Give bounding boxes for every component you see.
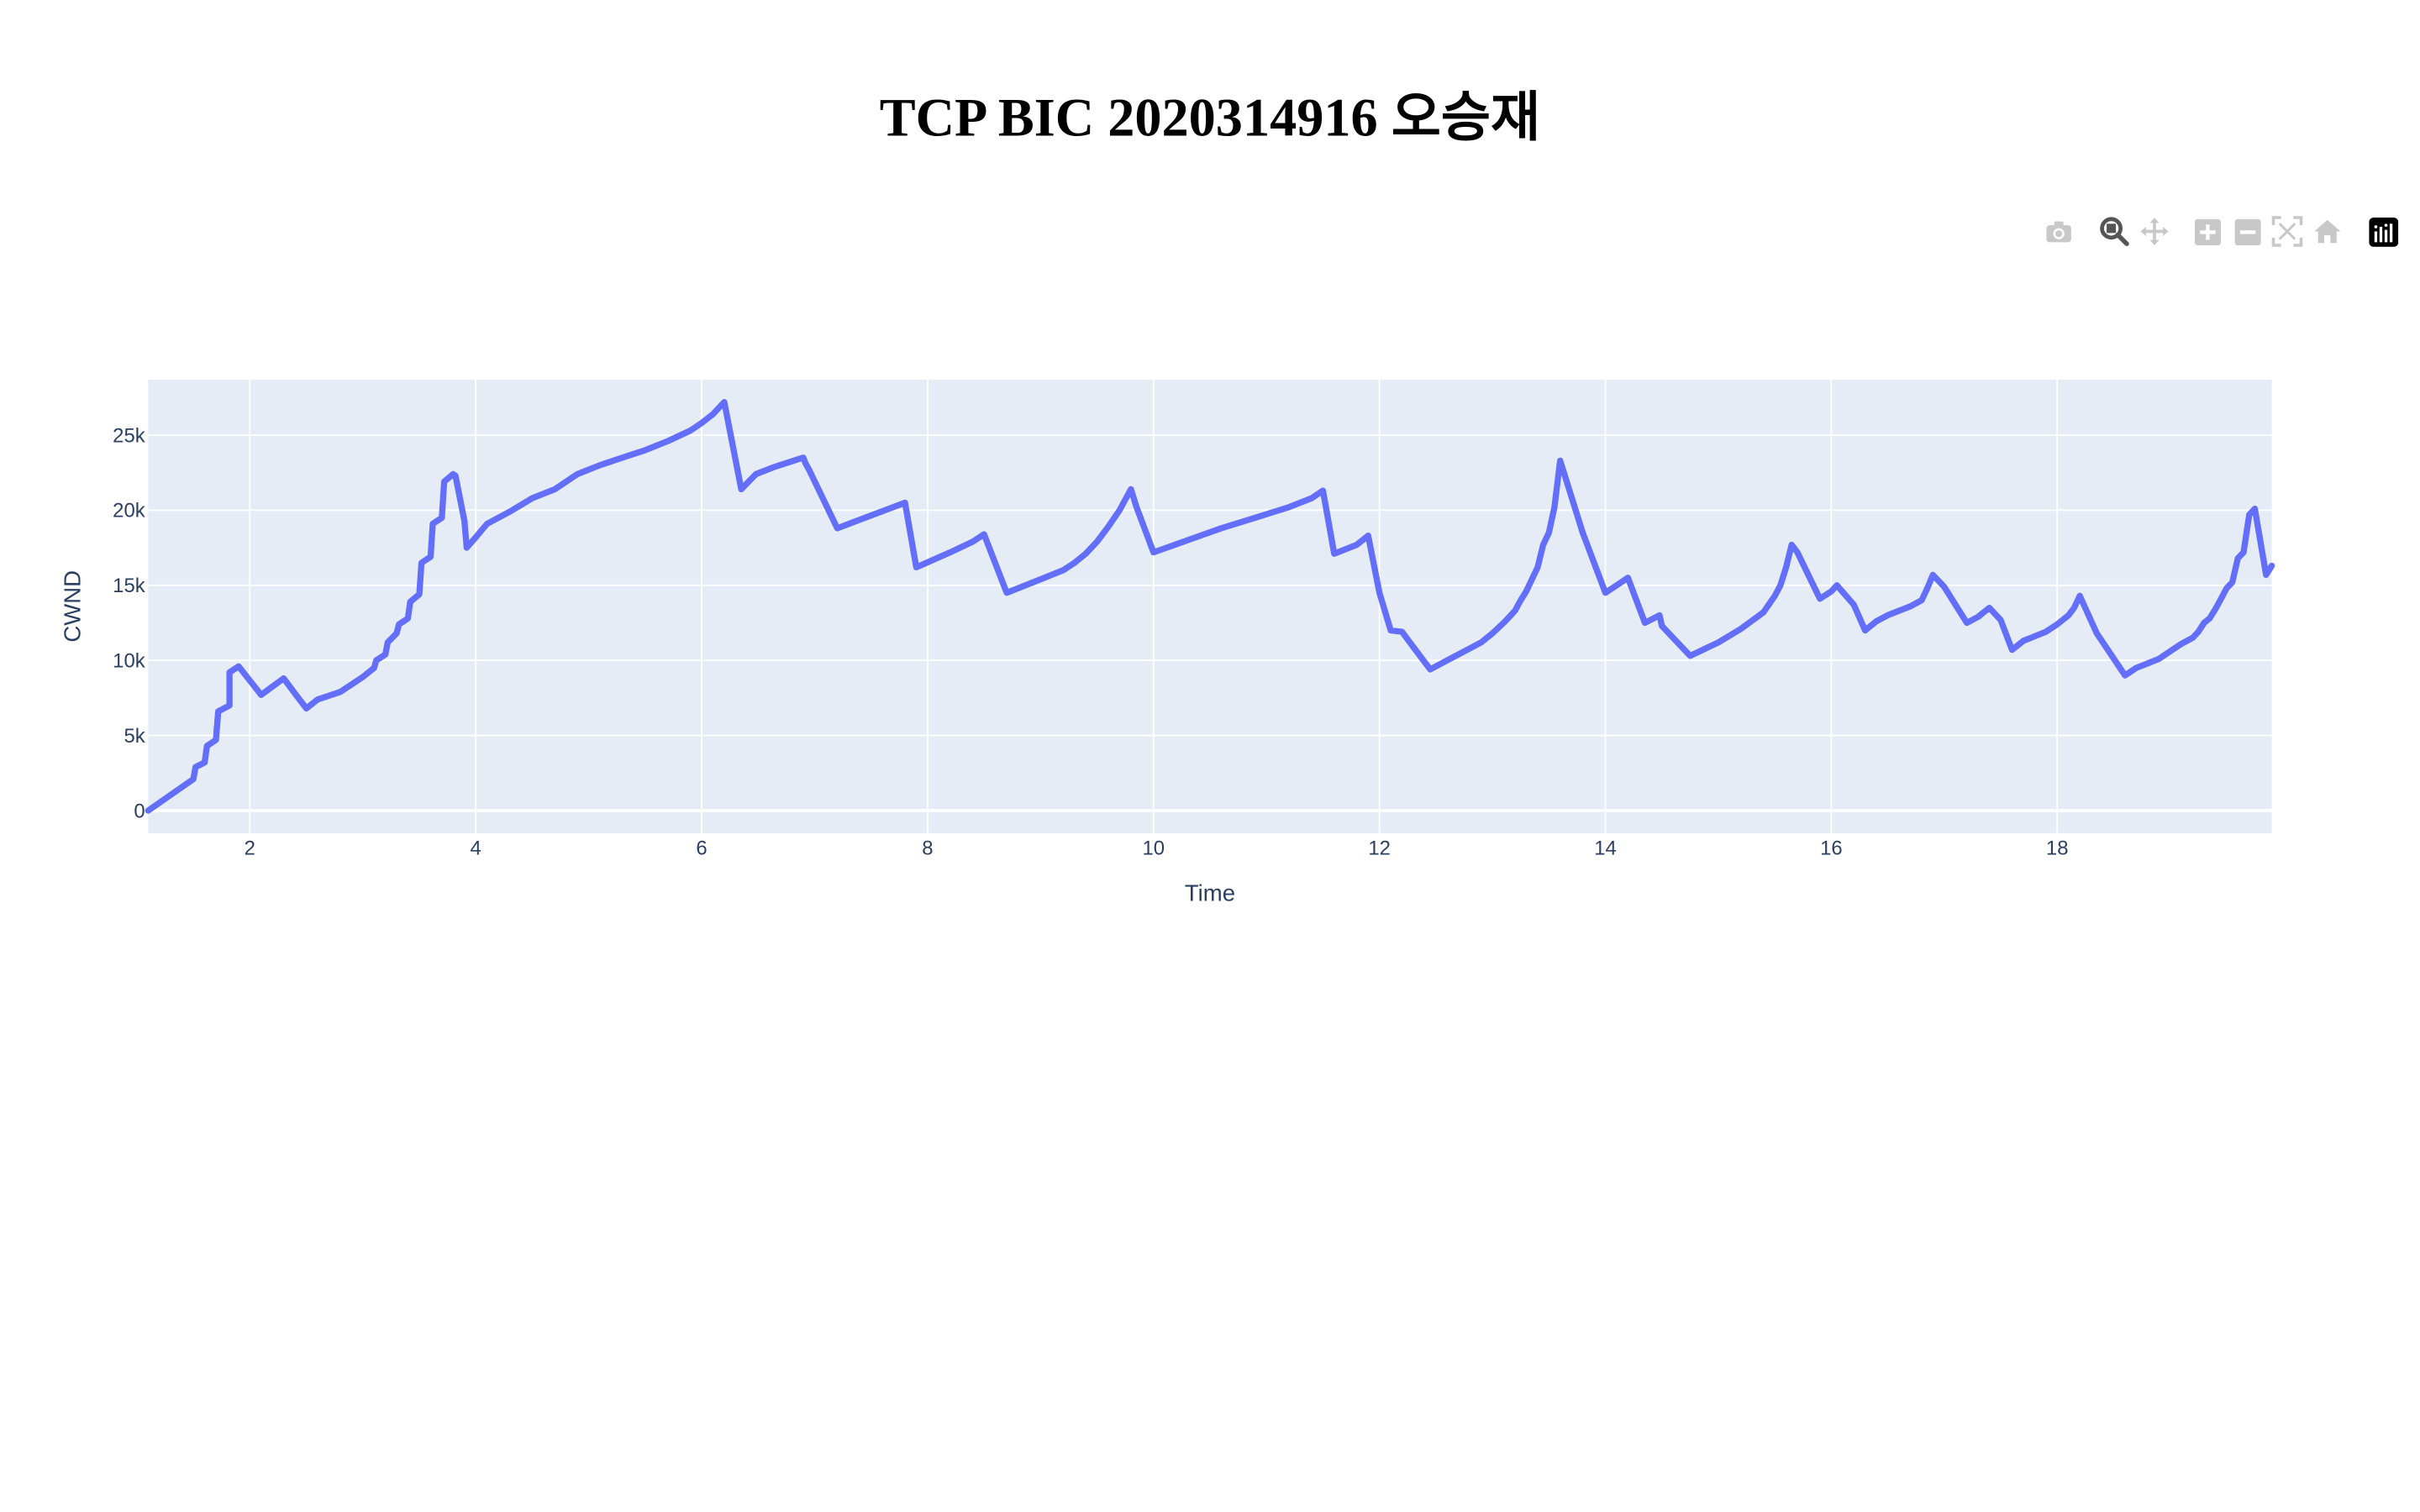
plot-area[interactable] (148, 379, 2272, 833)
zoom-icon (2100, 217, 2129, 246)
zoom-out-icon (2233, 218, 2260, 245)
zoom-out-button[interactable] (2228, 213, 2265, 249)
plotly-logo-button[interactable] (2365, 213, 2402, 249)
y-tick-label: 15k (113, 575, 145, 597)
x-tick-label: 8 (922, 837, 933, 860)
home-icon (2314, 219, 2341, 244)
autoscale-button[interactable] (2269, 213, 2306, 249)
cwnd-series-line[interactable] (145, 398, 2275, 814)
y-tick-labels: 0 5k 10k 15k 20k 25k (113, 424, 145, 822)
autoscale-icon (2271, 216, 2303, 247)
x-tick-label: 14 (1594, 837, 1617, 860)
y-tick-label: 25k (113, 424, 145, 447)
zoom-in-icon (2193, 218, 2221, 245)
x-tick-labels: 2 4 6 8 10 12 14 16 18 (245, 837, 2069, 860)
x-tick-label: 6 (696, 837, 707, 860)
zoom-button[interactable] (2096, 213, 2133, 249)
x-tick-label: 2 (245, 837, 255, 860)
download-png-button[interactable] (2040, 213, 2077, 249)
x-axis-title: Time (1185, 880, 1235, 906)
x-tick-label: 16 (1820, 837, 1843, 860)
x-tick-label: 10 (1142, 837, 1165, 860)
series-layer (145, 398, 2275, 814)
x-gridlines (249, 379, 2059, 833)
plotly-logo-icon (2368, 217, 2398, 246)
y-tick-label: 0 (134, 800, 145, 822)
x-tick-label: 4 (471, 837, 481, 860)
reset-axes-button[interactable] (2309, 213, 2346, 249)
x-tick-label: 18 (2046, 837, 2069, 860)
pan-button[interactable] (2136, 213, 2173, 249)
chart-title: TCP BIC 2020314916 오승재 (879, 87, 1541, 149)
pan-icon (2140, 217, 2169, 246)
y-tick-label: 20k (113, 500, 145, 522)
x-tick-label: 12 (1368, 837, 1391, 860)
zoom-in-button[interactable] (2188, 213, 2225, 249)
camera-icon (2046, 221, 2071, 243)
y-tick-label: 5k (124, 725, 145, 748)
y-axis-title: CWND (60, 570, 86, 643)
y-gridlines (148, 434, 2272, 812)
y-tick-label: 10k (113, 649, 145, 672)
